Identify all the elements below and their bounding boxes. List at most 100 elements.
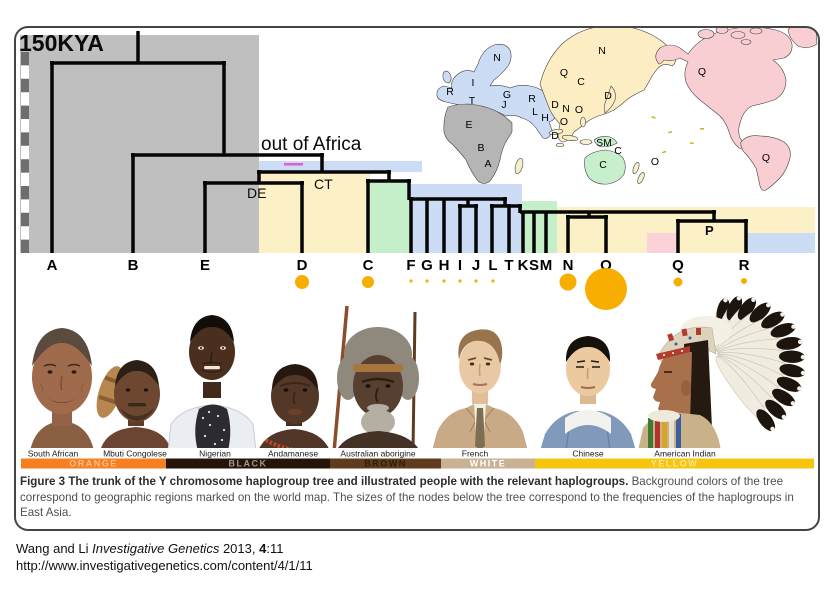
feather-tip bbox=[772, 388, 796, 407]
band-white bbox=[441, 458, 535, 469]
map-africa bbox=[443, 103, 513, 184]
haplogroup-letter-C: C bbox=[363, 257, 374, 274]
haplogroup-letter-G: G bbox=[421, 257, 433, 274]
map-letter-Q: Q bbox=[560, 67, 568, 79]
haplogroup-letter-D: D bbox=[297, 257, 308, 274]
citation-line: Wang and Li Investigative Genetics 2013,… bbox=[16, 541, 284, 556]
region-oceania-c bbox=[370, 180, 409, 253]
freq-circle-G bbox=[425, 279, 429, 283]
people-name-labels: South African Mbuti Congolese Nigerian Anda… bbox=[28, 449, 716, 459]
haplogroup-letter-M: M bbox=[540, 257, 553, 274]
time-scale-bar bbox=[21, 52, 29, 253]
label-out-of-africa: out of Africa bbox=[261, 134, 362, 155]
freq-circle-I bbox=[458, 279, 462, 283]
label-150kya: 150KYA bbox=[19, 30, 104, 56]
map-letter-E: E bbox=[465, 119, 472, 131]
haplogroup-letter-F: F bbox=[406, 257, 415, 274]
map-letter-G: G bbox=[503, 89, 511, 101]
people-photos bbox=[30, 296, 806, 453]
map-letter-D: D bbox=[604, 90, 612, 102]
map-letter-N: N bbox=[493, 52, 501, 64]
feather-tip bbox=[776, 337, 803, 350]
feather-tip bbox=[761, 311, 785, 329]
haplogroup-letter-T: T bbox=[504, 257, 513, 274]
person-label-french: French bbox=[462, 449, 489, 459]
person-label-american-indian: American Indian bbox=[654, 449, 716, 459]
haplogroup-letter-L: L bbox=[488, 257, 497, 274]
map-letter-N: N bbox=[562, 103, 570, 115]
band-orange bbox=[21, 458, 166, 469]
citation-footer: Wang and Li Investigative Genetics 2013,… bbox=[16, 541, 313, 574]
region-eastasia-de-ct bbox=[259, 172, 370, 253]
feather-tip bbox=[778, 350, 805, 363]
feather-end bbox=[797, 386, 802, 391]
haplogroup-letter-N: N bbox=[563, 257, 574, 274]
map-arctic-islands bbox=[697, 27, 763, 45]
haplogroup-letter-B: B bbox=[128, 257, 139, 274]
feather bbox=[715, 356, 776, 432]
map-pacific-islands bbox=[651, 116, 704, 154]
person-label-south-african: South African bbox=[28, 449, 79, 459]
feather-end bbox=[770, 426, 775, 432]
map-letter-A: A bbox=[484, 158, 491, 170]
freq-circle-R bbox=[741, 278, 747, 284]
freq-circle-O bbox=[585, 268, 627, 310]
feather-end bbox=[780, 312, 785, 317]
feather-end bbox=[797, 339, 803, 345]
region-europe-r bbox=[747, 233, 815, 253]
map-indonesia bbox=[548, 116, 593, 148]
freq-circle-L bbox=[491, 279, 495, 283]
freq-circle-J bbox=[474, 279, 478, 283]
label-ct: CT bbox=[314, 176, 333, 192]
map-letter-Q: Q bbox=[698, 66, 706, 78]
caption-bold: Figure 3 The trunk of the Y chromosome h… bbox=[20, 475, 629, 488]
citation-url: http://www.investigativegenetics.com/con… bbox=[16, 557, 313, 573]
name-strip-bg bbox=[20, 448, 816, 459]
person-label-chinese: Chinese bbox=[572, 449, 603, 459]
photo-french bbox=[432, 329, 528, 451]
feather-end bbox=[766, 302, 771, 308]
feather-tip bbox=[765, 399, 787, 420]
map-letter-D: D bbox=[551, 99, 559, 111]
feather-end bbox=[791, 324, 796, 329]
feather-end bbox=[781, 414, 787, 420]
feather-end bbox=[736, 296, 742, 301]
map-letter-J: J bbox=[501, 99, 506, 111]
haplogroup-letter-J: J bbox=[472, 257, 480, 274]
color-bands: ORANGE BLACK BROWN WHITE YELLOW bbox=[21, 458, 814, 469]
feather-end bbox=[790, 401, 796, 406]
headdress-feathers bbox=[711, 296, 806, 432]
feather-end bbox=[751, 297, 756, 302]
band-label-white: WHITE bbox=[470, 459, 507, 469]
freq-circle-F bbox=[409, 279, 413, 283]
person-label-nigerian: Nigerian bbox=[199, 449, 231, 459]
region-eastasia-qr bbox=[677, 233, 747, 253]
feather-tip bbox=[737, 297, 757, 320]
label-p: P bbox=[705, 223, 714, 238]
map-letter-N: N bbox=[598, 45, 606, 57]
region-europe-strip bbox=[259, 161, 422, 172]
map-japan bbox=[604, 85, 616, 114]
map-new-zealand bbox=[632, 161, 645, 184]
map-australia bbox=[584, 149, 626, 185]
tree-branches bbox=[50, 31, 748, 253]
photo-mbuti-congolese bbox=[96, 360, 171, 451]
map-letter-C: C bbox=[599, 159, 607, 171]
band-label-brown: BROWN bbox=[364, 459, 407, 469]
map-letter-H: H bbox=[541, 112, 549, 124]
haplogroup-letter-A: A bbox=[47, 257, 58, 274]
map-letter-C: C bbox=[614, 145, 622, 157]
feather-end bbox=[800, 354, 806, 360]
map-greenland bbox=[787, 27, 818, 48]
map-letter-L: L bbox=[532, 106, 538, 118]
haplogroup-letter-S: S bbox=[529, 257, 539, 274]
region-africa-gray bbox=[20, 35, 259, 253]
person-label-mbuti-congolese: Mbuti Congolese bbox=[103, 449, 167, 459]
band-brown bbox=[330, 458, 441, 469]
band-black bbox=[166, 458, 330, 469]
map-letter-I: I bbox=[472, 77, 475, 89]
photo-nigerian bbox=[167, 315, 257, 452]
map-letter-T: T bbox=[469, 95, 476, 107]
